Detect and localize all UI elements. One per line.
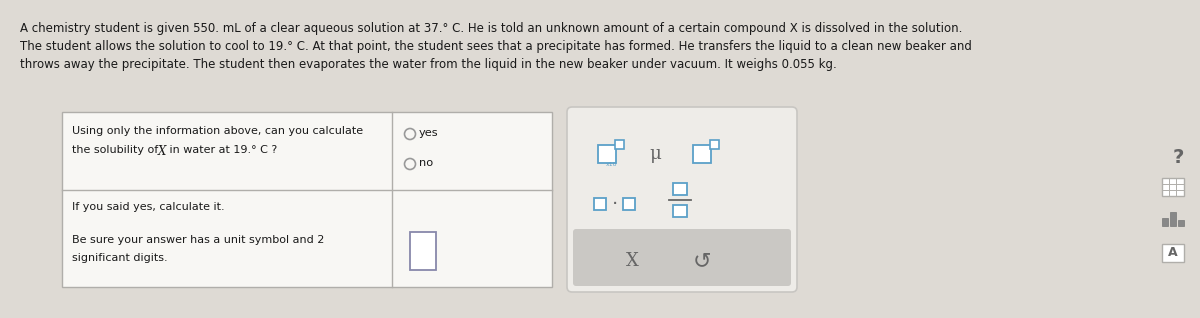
FancyBboxPatch shape [1162,244,1184,262]
FancyBboxPatch shape [709,140,719,149]
FancyBboxPatch shape [1178,220,1184,226]
Text: no: no [419,158,433,168]
Text: ?: ? [1172,148,1183,167]
FancyBboxPatch shape [62,112,552,287]
FancyBboxPatch shape [568,107,797,292]
Text: A: A [1168,246,1178,259]
Text: X: X [158,145,167,158]
Text: in water at 19.° C ?: in water at 19.° C ? [166,145,277,155]
FancyBboxPatch shape [673,183,686,195]
FancyBboxPatch shape [410,232,436,270]
Text: ↺: ↺ [692,252,712,272]
FancyBboxPatch shape [673,205,686,217]
Text: Be sure your answer has a unit symbol and 2: Be sure your answer has a unit symbol an… [72,235,324,245]
Text: Using only the information above, can you calculate: Using only the information above, can yo… [72,126,364,136]
Text: x10: x10 [606,162,618,167]
FancyBboxPatch shape [1162,218,1168,226]
FancyBboxPatch shape [623,198,635,210]
FancyBboxPatch shape [594,198,606,210]
FancyBboxPatch shape [598,145,616,163]
Text: If you said yes, calculate it.: If you said yes, calculate it. [72,202,224,212]
FancyBboxPatch shape [694,145,710,163]
Text: ·: · [612,195,618,213]
Text: X: X [625,252,638,271]
Text: significant digits.: significant digits. [72,253,168,263]
Text: The student allows the solution to cool to 19.° C. At that point, the student se: The student allows the solution to cool … [20,40,972,53]
Text: throws away the precipitate. The student then evaporates the water from the liqu: throws away the precipitate. The student… [20,58,836,71]
Text: μ: μ [649,145,661,163]
FancyBboxPatch shape [1170,212,1176,226]
Text: A chemistry student is given 550. mL of a clear aqueous solution at 37.° C. He i: A chemistry student is given 550. mL of … [20,22,962,35]
FancyBboxPatch shape [614,140,624,149]
FancyBboxPatch shape [574,229,791,286]
Text: the solubility of: the solubility of [72,145,162,155]
Text: yes: yes [419,128,439,138]
FancyBboxPatch shape [1162,178,1184,196]
